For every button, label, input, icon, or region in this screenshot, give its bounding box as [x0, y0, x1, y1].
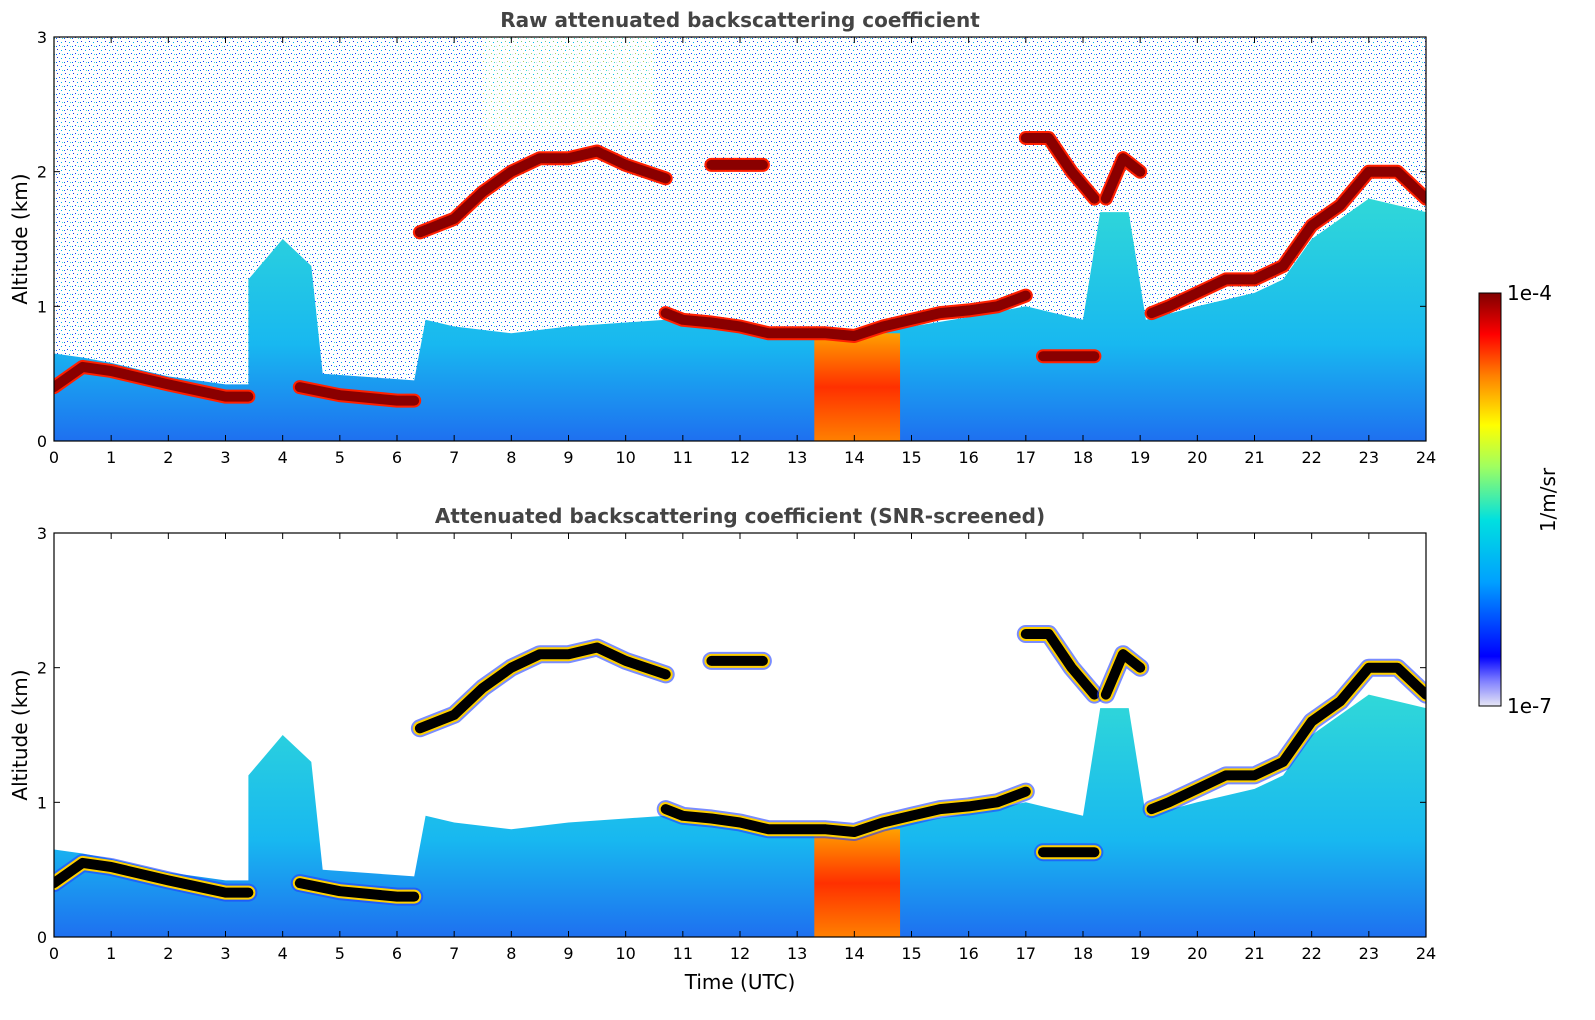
y-tick-label: 3 — [37, 28, 47, 47]
x-tick-label: 23 — [1359, 944, 1379, 963]
x-tick-label: 10 — [615, 944, 635, 963]
y-axis-label: Altitude (km) — [8, 669, 32, 800]
x-tick-label: 24 — [1416, 448, 1436, 467]
x-tick-label: 11 — [673, 448, 693, 467]
x-tick-label: 5 — [335, 448, 345, 467]
x-tick-label: 24 — [1416, 944, 1436, 963]
y-tick-label: 1 — [37, 297, 47, 316]
panel-snr-screened: 0 1 2 3 4 5 6 7 8 9 10 11 12 13 14 15 16 17 18 19 20 21 22 23 24… — [8, 504, 1436, 994]
x-tick-label: 16 — [958, 448, 978, 467]
x-tick-label: 0 — [49, 944, 59, 963]
colorbar-gradient — [1478, 292, 1502, 707]
colorbar: 1e-4 1e-7 1/m/sr — [1478, 281, 1560, 718]
strong-aerosol-region — [814, 829, 901, 937]
x-tick-label: 9 — [563, 448, 573, 467]
x-tick-label: 19 — [1130, 944, 1150, 963]
cloud-layer-2 — [414, 642, 671, 734]
x-tick-label: 4 — [278, 944, 288, 963]
x-tick-label: 6 — [392, 944, 402, 963]
y-axis: 0 1 2 3 — [37, 28, 1426, 451]
y-tick-label: 3 — [37, 524, 47, 543]
strong-aerosol-region — [814, 333, 901, 441]
x-axis: 0 1 2 3 4 5 6 7 8 9 10 11 12 13 14 15 16 17 18 19 20 21 22 23 24 — [49, 533, 1436, 963]
y-tick-label: 1 — [37, 793, 47, 812]
x-tick-label: 8 — [506, 448, 516, 467]
x-tick-label: 2 — [163, 448, 173, 467]
cloud-layer-4 — [660, 290, 1031, 341]
panel-raw: 0 1 2 3 4 5 6 7 8 9 10 11 12 13 14 15 16 17 18 19 20 21 22 23 24… — [8, 8, 1436, 467]
x-tick-label: 17 — [1016, 448, 1036, 467]
x-tick-label: 1 — [106, 944, 116, 963]
x-tick-label: 22 — [1301, 944, 1321, 963]
x-axis: 0 1 2 3 4 5 6 7 8 9 10 11 12 13 14 15 16 17 18 19 20 21 22 23 24 — [49, 37, 1436, 467]
cloud-layer-0 — [54, 361, 254, 402]
x-tick-label: 15 — [901, 448, 921, 467]
chart-title: Raw attenuated backscattering coefficien… — [500, 8, 980, 32]
x-tick-label: 17 — [1016, 944, 1036, 963]
x-tick-label: 11 — [673, 944, 693, 963]
cloud-layer-7 — [1146, 166, 1426, 319]
x-tick-label: 3 — [220, 944, 230, 963]
cloud-layer-6 — [1100, 649, 1146, 700]
x-tick-label: 22 — [1301, 448, 1321, 467]
cloud-layer-1 — [294, 382, 420, 406]
x-tick-label: 3 — [220, 448, 230, 467]
cloud-layer-0 — [54, 857, 254, 898]
aerosol-layer — [54, 694, 1426, 937]
y-tick-label: 0 — [37, 928, 47, 947]
x-axis-label: Time (UTC) — [684, 970, 796, 994]
colorbar-label: 1/m/sr — [1536, 467, 1560, 532]
aerosol-layer — [54, 198, 1426, 441]
noise-warm-region — [482, 37, 655, 132]
x-tick-label: 10 — [615, 448, 635, 467]
chart-title: Attenuated backscattering coefficient (S… — [435, 504, 1045, 528]
y-axis: 0 1 2 3 — [37, 524, 1426, 947]
y-axis-label: Altitude (km) — [8, 173, 32, 304]
cloud-layer-5 — [1020, 629, 1100, 700]
x-tick-label: 7 — [449, 448, 459, 467]
cloud-layer-7 — [1146, 662, 1426, 815]
x-tick-label: 19 — [1130, 448, 1150, 467]
x-tick-label: 9 — [563, 944, 573, 963]
colorbar-max-label: 1e-4 — [1507, 281, 1552, 305]
x-tick-label: 8 — [506, 944, 516, 963]
x-tick-label: 12 — [730, 448, 750, 467]
cloud-layer-5 — [1020, 133, 1100, 204]
x-tick-label: 18 — [1073, 944, 1093, 963]
x-tick-label: 5 — [335, 944, 345, 963]
y-tick-label: 0 — [37, 432, 47, 451]
x-tick-label: 15 — [901, 944, 921, 963]
x-tick-label: 16 — [958, 944, 978, 963]
x-tick-label: 20 — [1187, 944, 1207, 963]
x-tick-label: 12 — [730, 944, 750, 963]
x-tick-label: 1 — [106, 448, 116, 467]
x-tick-label: 2 — [163, 944, 173, 963]
x-tick-label: 6 — [392, 448, 402, 467]
cloud-layer-6 — [1100, 153, 1146, 204]
x-tick-label: 18 — [1073, 448, 1093, 467]
cloud-layer-4 — [660, 786, 1031, 837]
cloud-layer-1 — [294, 878, 420, 902]
x-tick-label: 20 — [1187, 448, 1207, 467]
x-tick-label: 14 — [844, 944, 864, 963]
plot-area — [54, 533, 1426, 937]
y-tick-label: 2 — [37, 659, 47, 678]
x-tick-label: 13 — [787, 448, 807, 467]
x-tick-label: 14 — [844, 448, 864, 467]
x-tick-label: 4 — [278, 448, 288, 467]
x-tick-label: 13 — [787, 944, 807, 963]
x-tick-label: 7 — [449, 944, 459, 963]
cloud-layer-2 — [414, 146, 671, 238]
x-tick-label: 0 — [49, 448, 59, 467]
y-tick-label: 2 — [37, 163, 47, 182]
plot-area — [54, 37, 1426, 441]
x-tick-label: 21 — [1244, 944, 1264, 963]
x-tick-label: 21 — [1244, 448, 1264, 467]
x-tick-label: 23 — [1359, 448, 1379, 467]
colorbar-min-label: 1e-7 — [1507, 694, 1552, 718]
